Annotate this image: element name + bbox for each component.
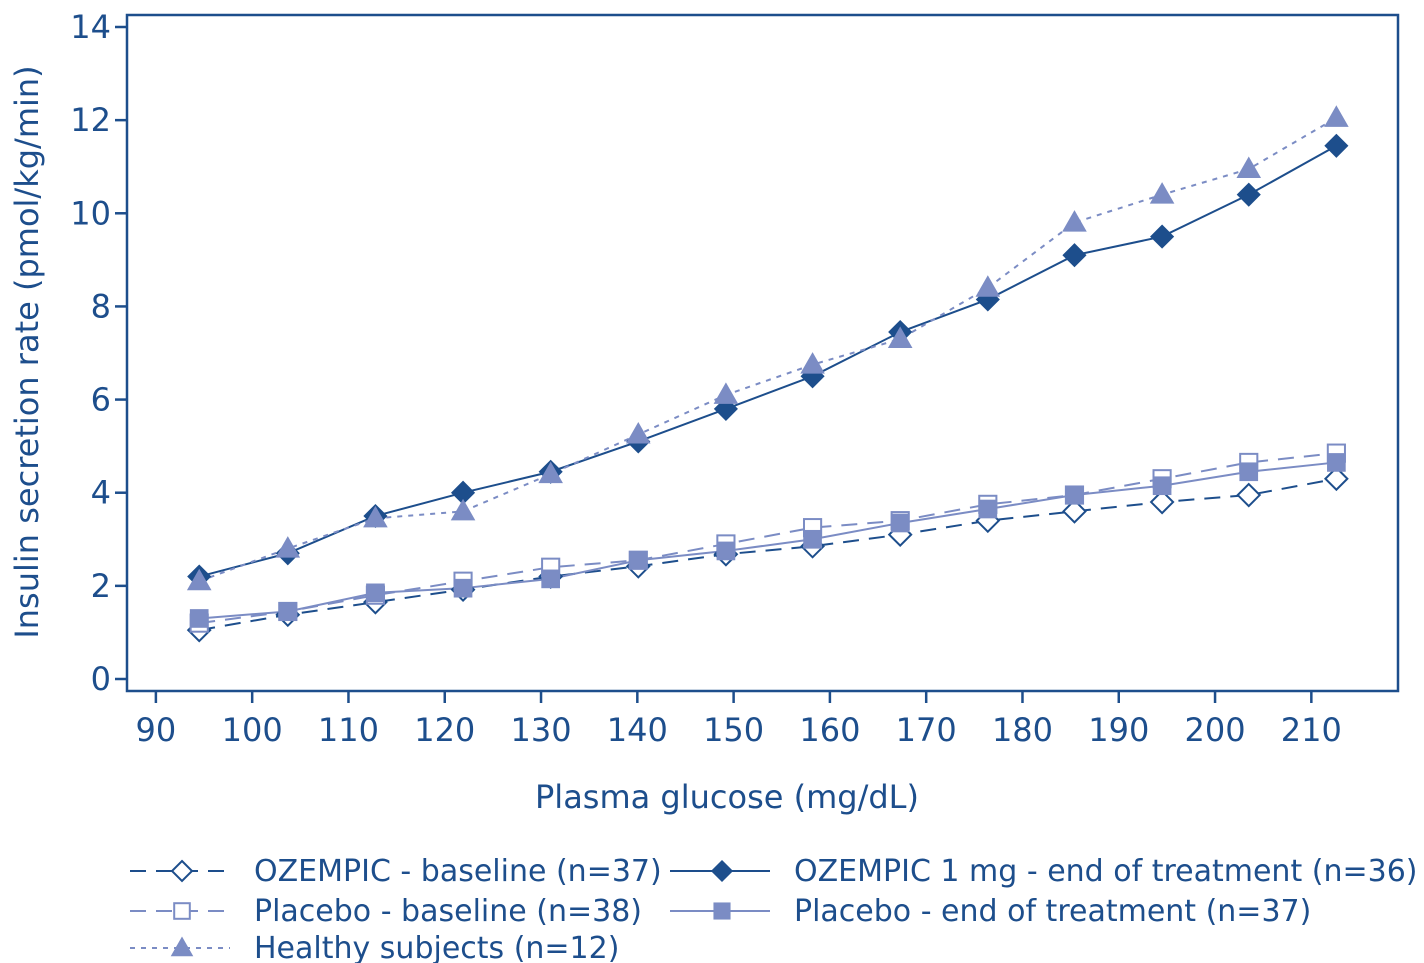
data-point [1324, 133, 1349, 158]
data-point [716, 541, 736, 561]
legend-entry: Placebo - end of treatment (n=37) [670, 894, 1311, 929]
series-markers [186, 105, 1349, 643]
data-point [625, 421, 651, 444]
x-tick-label: 90 [136, 711, 177, 749]
y-tick-label: 12 [70, 101, 111, 139]
data-point [1149, 182, 1175, 204]
data-point [186, 568, 212, 591]
data-point [1236, 482, 1262, 508]
series-lines [198, 116, 1337, 632]
data-point [890, 513, 910, 533]
legend-label: Healthy subjects (n=12) [254, 931, 619, 963]
y-tick-label: 10 [70, 194, 111, 232]
legend-marker [170, 936, 194, 957]
x-tick-label: 140 [607, 711, 668, 749]
x-tick-label: 120 [414, 711, 475, 749]
data-point [1149, 489, 1175, 515]
data-point [978, 499, 998, 519]
legend-label: OZEMPIC - baseline (n=37) [254, 854, 662, 889]
y-tick-label: 0 [91, 660, 111, 698]
data-point [1152, 476, 1172, 496]
y-tick-label: 4 [91, 474, 111, 512]
data-point [450, 498, 476, 521]
data-point [278, 602, 298, 621]
legend-marker [173, 902, 191, 920]
x-tick-label: 210 [1281, 711, 1342, 749]
legend-marker [713, 902, 731, 920]
y-axis-title: Insulin secretion rate (pmol/kg/min) [8, 65, 46, 638]
data-point [541, 569, 560, 589]
y-tick-label: 2 [91, 567, 111, 605]
axis-ticks: 0 2 4 6 8 10 12 14 90 100 110 120 130 140 150 160 170 180… [70, 8, 1342, 749]
legend-entry: OZEMPIC - baseline (n=37) [130, 854, 662, 889]
data-point [538, 461, 563, 484]
legend: OZEMPIC - baseline (n=37) OZEMPIC 1 mg - … [130, 854, 1417, 963]
data-point [887, 326, 913, 349]
data-point [1324, 105, 1349, 127]
legend-marker [170, 859, 194, 883]
x-tick-label: 170 [896, 711, 957, 749]
data-point [803, 529, 822, 549]
x-tick-label: 200 [1185, 711, 1246, 749]
x-tick-label: 100 [222, 711, 283, 749]
x-tick-label: 190 [1088, 711, 1149, 749]
data-point [1065, 485, 1084, 505]
data-point [713, 382, 739, 404]
data-point [363, 505, 388, 528]
data-point [189, 609, 209, 628]
data-point [453, 578, 473, 598]
series-line-ozempic-baseline-n-37 [199, 477, 1337, 632]
legend-label: Placebo - end of treatment (n=37) [794, 894, 1311, 929]
legend-entry: Placebo - baseline (n=38) [130, 894, 642, 929]
data-point [275, 536, 301, 558]
legend-label: OZEMPIC 1 mg - end of treatment (n=36) [794, 854, 1417, 889]
data-point [1236, 156, 1262, 179]
data-point [628, 550, 648, 570]
x-axis-title: Plasma glucose (mg/dL) [535, 778, 919, 816]
x-tick-label: 130 [510, 711, 571, 749]
data-point [1323, 466, 1349, 492]
legend-entry: Healthy subjects (n=12) [130, 931, 619, 963]
x-tick-label: 180 [992, 711, 1053, 749]
y-tick-label: 14 [70, 8, 111, 46]
data-point [975, 275, 1001, 297]
legend-marker [710, 859, 734, 883]
series-line-placebo-end-of-treatment-n-37 [199, 461, 1337, 620]
data-point [1327, 453, 1346, 472]
series-line-ozempic-1-mg-end-of-treatment-n-36 [198, 144, 1337, 578]
legend-label: Placebo - baseline (n=38) [254, 894, 642, 929]
plot-frame [125, 13, 1400, 693]
legend-entry: OZEMPIC 1 mg - end of treatment (n=36) [670, 854, 1417, 889]
y-tick-label: 6 [91, 381, 111, 419]
data-point [1062, 498, 1087, 524]
x-tick-label: 110 [318, 711, 379, 749]
series-line-healthy-subjects-n-12 [198, 116, 1337, 583]
data-point [1236, 182, 1261, 207]
data-point [1239, 462, 1259, 482]
data-point [1150, 224, 1175, 249]
data-point [1062, 243, 1087, 268]
data-point [800, 352, 825, 374]
y-tick-label: 8 [91, 287, 111, 325]
x-tick-label: 160 [799, 711, 860, 749]
data-point [1062, 210, 1087, 232]
x-tick-label: 150 [703, 711, 764, 749]
data-point [366, 583, 385, 603]
